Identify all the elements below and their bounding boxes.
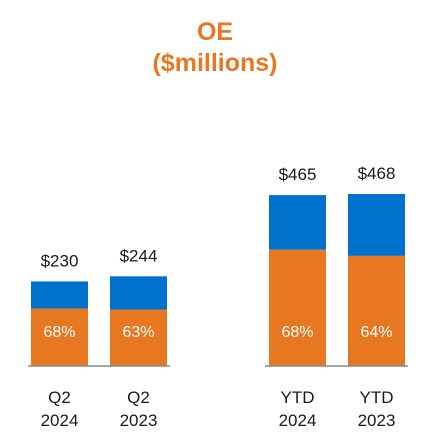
total-label-2: $244	[120, 246, 158, 265]
bar-segment-orange-1	[31, 308, 88, 366]
total-label-3: $465	[279, 165, 317, 184]
x-tick-label-2-line-1: Q2	[127, 388, 150, 407]
bar-segment-blue-3	[269, 195, 326, 250]
total-label-4: $468	[358, 164, 396, 183]
x-tick-label-3-line-2: 2024	[279, 411, 317, 430]
x-tick-label-4-line-1: YTD	[360, 388, 394, 407]
x-tick-label-1-line-1: Q2	[48, 388, 71, 407]
chart-title: OE	[197, 18, 233, 46]
bar-segment-orange-3	[269, 249, 326, 366]
x-tick-label-1-line-2: 2024	[41, 411, 79, 430]
orange-share-label-3: 68%	[281, 324, 313, 341]
x-tick-label-4-line-2: 2023	[358, 411, 396, 430]
bar-segment-orange-4	[348, 255, 405, 366]
x-tick-label-3-line-1: YTD	[281, 388, 315, 407]
bar-segment-blue-1	[31, 281, 88, 309]
bars-group: 68% $230 Q2 2024 63% $244 Q2 2023 68% $465 YTD 2024…	[31, 164, 405, 430]
chart-subtitle: ($millions)	[152, 49, 277, 77]
bar-segment-blue-4	[348, 194, 405, 256]
orange-share-label-2: 63%	[122, 324, 154, 341]
orange-share-label-1: 68%	[43, 324, 75, 341]
total-label-1: $230	[41, 251, 79, 270]
x-tick-label-2-line-2: 2023	[120, 411, 158, 430]
orange-share-label-4: 64%	[360, 324, 392, 341]
bar-segment-orange-2	[110, 309, 167, 366]
bar-segment-blue-2	[110, 276, 167, 310]
